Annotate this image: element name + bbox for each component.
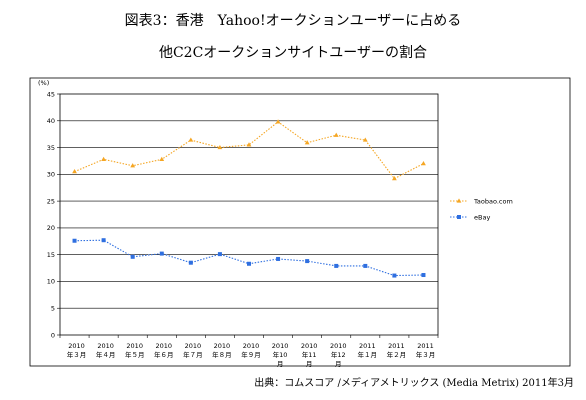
ebay-data-point <box>247 261 251 266</box>
x-tick-label-month-suffix: 月 <box>306 360 313 368</box>
x-tick-label-year: 2010 <box>185 342 202 350</box>
ebay-legend-label: eBay <box>474 213 490 221</box>
x-tick-label-month: 年１月 <box>358 350 378 359</box>
taobao-com-data-point <box>246 142 252 147</box>
x-tick-label-month: 年７月 <box>183 350 203 359</box>
x-tick-label-year: 2010 <box>155 342 172 350</box>
ebay-data-point <box>392 273 397 278</box>
y-unit-label: (%) <box>38 79 49 87</box>
taobao-com-data-point <box>333 132 339 137</box>
x-tick-label-month: 年６月 <box>154 350 174 359</box>
x-tick-label-year: 2010 <box>214 342 231 350</box>
y-tick-label: 20 <box>47 224 55 232</box>
x-tick-label-year: 2010 <box>126 342 143 350</box>
ebay-data-point <box>334 263 339 268</box>
taobao-com-data-point <box>72 169 77 174</box>
x-tick-label-year: 2010 <box>243 342 260 350</box>
x-tick-label-month: 年３月 <box>67 350 87 359</box>
y-tick-label: 10 <box>47 278 55 286</box>
x-tick-label-year: 2010 <box>301 342 318 350</box>
y-tick-label: 30 <box>47 171 55 179</box>
taobao-com-data-point <box>304 140 310 145</box>
taobao-com-legend-marker <box>456 198 462 203</box>
taobao-com-data-point <box>391 176 397 181</box>
ebay-legend-marker <box>457 215 461 219</box>
taobao-com-data-point <box>362 137 368 142</box>
x-tick-label-month: 年10 <box>273 350 288 359</box>
x-tick-label-month: 年11 <box>302 350 317 359</box>
x-tick-label-month: 年８月 <box>212 350 232 359</box>
y-tick-label: 40 <box>47 117 55 125</box>
ebay-data-point <box>217 252 222 257</box>
x-tick-label-year: 2010 <box>330 342 347 350</box>
ebay-data-point <box>101 238 106 243</box>
ebay-data-point <box>159 251 164 256</box>
taobao-com-legend-label: Taobao.com <box>473 197 513 205</box>
taobao-com-data-point <box>159 156 165 161</box>
x-tick-label-year: 2011 <box>417 342 434 350</box>
x-tick-label-year: 2011 <box>359 342 376 350</box>
chart-frame <box>29 77 571 367</box>
x-tick-label-month: 年９月 <box>241 350 261 359</box>
ebay-data-point <box>363 263 368 268</box>
y-tick-label: 25 <box>47 197 55 205</box>
y-tick-label: 5 <box>51 305 55 313</box>
chart-title-line-1: 図表3：香港 Yahoo!オークションユーザーに占める <box>124 13 462 29</box>
ebay-data-point <box>72 238 77 243</box>
x-tick-label-year: 2010 <box>97 342 114 350</box>
ebay-data-point <box>276 256 281 261</box>
taobao-com-data-point <box>130 163 136 168</box>
x-tick-label-month: 年５月 <box>125 350 145 359</box>
x-tick-label-month-suffix: 月 <box>335 360 342 368</box>
ebay-data-point <box>305 259 310 264</box>
y-tick-label: 35 <box>47 144 55 152</box>
x-tick-label-year: 2010 <box>272 342 289 350</box>
taobao-com-data-point <box>421 161 426 166</box>
ebay-series-line <box>74 239 424 277</box>
x-tick-label-month: 年４月 <box>96 350 116 359</box>
source-note: 出典：コムスコア /メディアメトリックス (Media Metrix) 2011… <box>254 378 574 389</box>
chart-title-line-2: 他C2Cオークションサイトユーザーの割合 <box>158 45 428 61</box>
taobao-com-data-point <box>101 156 107 161</box>
taobao-com-data-point <box>217 144 223 150</box>
y-tick-label: 15 <box>47 251 55 259</box>
taobao-com-data-point <box>188 137 194 142</box>
x-tick-label-month: 年12 <box>331 350 346 359</box>
x-tick-label-year: 2011 <box>388 342 405 350</box>
plot-area <box>59 93 439 336</box>
ebay-data-point <box>130 254 135 259</box>
y-tick-label: 0 <box>51 331 55 339</box>
x-tick-label-year: 2010 <box>68 342 85 350</box>
x-tick-label-month: 年２月 <box>387 350 407 359</box>
x-tick-label-month-suffix: 月 <box>277 360 284 368</box>
x-tick-label-month: 年３月 <box>416 350 436 359</box>
ebay-data-point <box>188 260 193 265</box>
ebay-data-point <box>421 273 426 278</box>
y-tick-label: 45 <box>47 90 55 98</box>
taobao-com-data-point <box>275 119 281 124</box>
taobao-com-series-line <box>74 121 424 180</box>
